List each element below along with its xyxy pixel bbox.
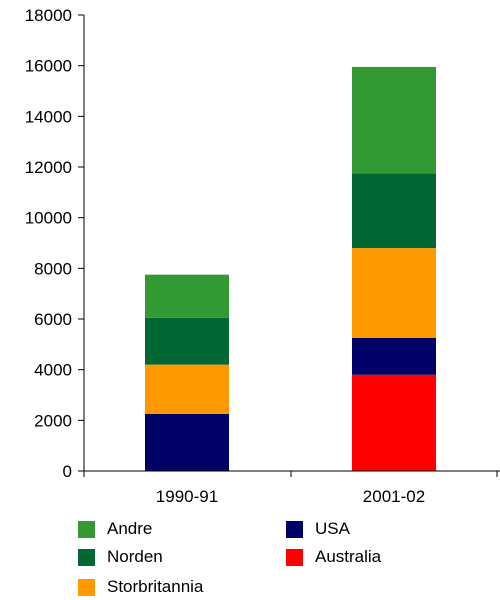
legend-label: USA	[315, 519, 350, 538]
axes-layer: 0 2000 4000 6000 8000 10000 12000 14000 16000 180…	[25, 6, 500, 506]
y-tick-label: 18000	[25, 6, 72, 25]
y-tick-label: 14000	[25, 107, 72, 126]
legend-item-andre: Andre	[78, 518, 152, 540]
legend-label: Andre	[107, 519, 153, 538]
stacked-bar-chart: 0 2000 4000 6000 8000 10000 12000 14000 16000 180…	[25, 6, 500, 506]
legend-label: Australia	[315, 547, 382, 566]
bar-segment-norden-1990-91	[145, 317, 229, 365]
y-tick-label: 2000	[34, 411, 72, 430]
legend-label: Storbritannia	[107, 577, 204, 596]
legend-item-norden: Norden	[78, 546, 163, 568]
legend-item-australia: Australia	[286, 546, 381, 568]
bars-layer	[145, 66, 436, 471]
legend-swatch	[78, 520, 95, 538]
y-tick-label: 6000	[34, 310, 72, 329]
x-category-label: 1990-91	[156, 487, 218, 506]
legend: Andre USA Norden Australia Storbritannia	[78, 512, 498, 600]
bar-segment-storbritannia-1990-91	[145, 364, 229, 414]
x-category-label: 2001-02	[363, 487, 425, 506]
bar-segment-andre-1990-91	[145, 274, 229, 318]
legend-label: Norden	[107, 547, 163, 566]
bar-segment-usa-1990-91	[145, 414, 229, 471]
y-tick-label: 0	[63, 462, 72, 481]
bar-segment-storbritannia-2001-02	[352, 248, 436, 338]
legend-swatch	[78, 578, 95, 596]
y-tick-label: 8000	[34, 259, 72, 278]
legend-item-usa: USA	[286, 518, 350, 540]
bar-segment-andre-2001-02	[352, 66, 436, 174]
y-tick-label: 12000	[25, 158, 72, 177]
bar-segment-usa-2001-02	[352, 338, 436, 375]
legend-swatch	[286, 548, 303, 566]
legend-item-storbritannia: Storbritannia	[78, 576, 203, 598]
y-tick-label: 4000	[34, 361, 72, 380]
legend-swatch	[286, 520, 303, 538]
legend-swatch	[78, 548, 95, 566]
y-tick-label: 16000	[25, 57, 72, 76]
bar-segment-norden-2001-02	[352, 173, 436, 249]
y-tick-label: 10000	[25, 209, 72, 228]
bar-segment-australia-2001-02	[352, 374, 436, 471]
